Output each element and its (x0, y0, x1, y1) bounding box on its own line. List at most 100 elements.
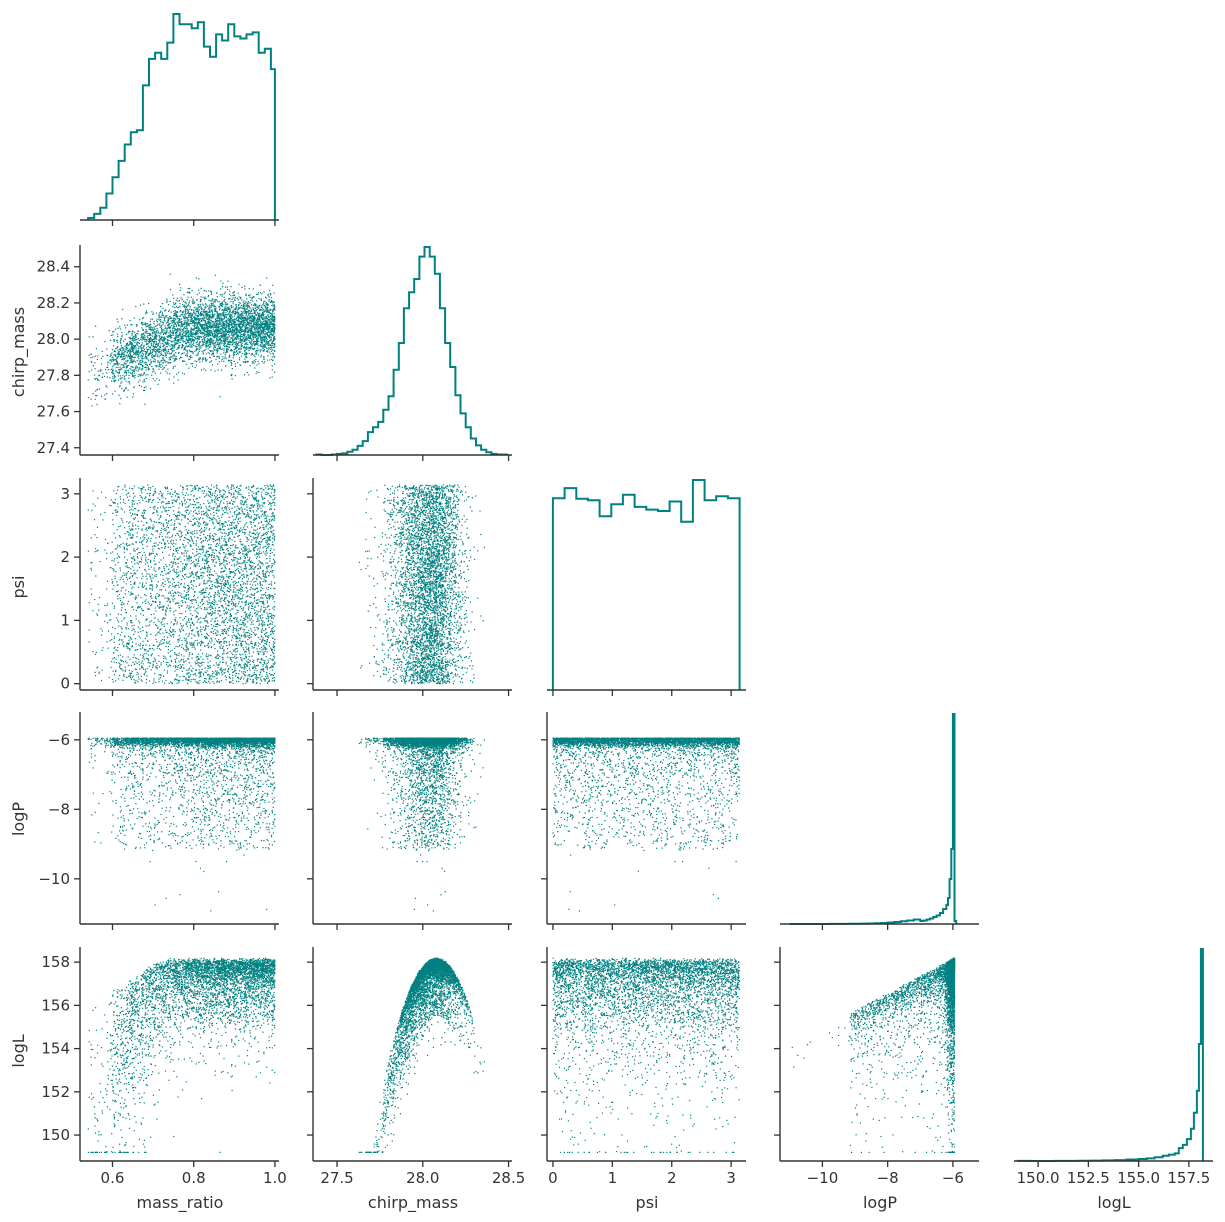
scatter-point (184, 312, 186, 314)
scatter-point (213, 304, 215, 306)
scatter-point (207, 344, 209, 346)
scatter-point (174, 360, 176, 362)
scatter-point (180, 325, 182, 327)
scatter-point (166, 332, 168, 334)
scatter-point (199, 341, 201, 343)
scatter-point (204, 338, 206, 340)
scatter-point (140, 351, 142, 353)
scatter-point (266, 307, 268, 309)
scatter-point (194, 318, 196, 320)
scatter-point (94, 671, 96, 673)
scatter-point (241, 328, 243, 330)
scatter-point (198, 359, 200, 361)
scatter-point (232, 292, 234, 294)
scatter-point (263, 356, 265, 358)
scatter-point (125, 346, 127, 349)
scatter-point (194, 306, 196, 309)
scatter-point (237, 353, 239, 355)
scatter-point (151, 345, 153, 347)
scatter-point (131, 373, 133, 375)
scatter-point (142, 337, 144, 339)
scatter-point (215, 342, 217, 344)
scatter-point (217, 349, 219, 351)
scatter-point (196, 361, 198, 363)
scatter-point (191, 319, 193, 321)
scatter-point (149, 364, 151, 366)
scatter-point (235, 348, 237, 350)
scatter-point (246, 328, 248, 330)
scatter-point (217, 544, 219, 546)
scatter-point (185, 324, 187, 326)
scatter-point (118, 379, 120, 381)
scatter-point (265, 545, 267, 547)
scatter-point (181, 325, 183, 327)
scatter-point (251, 353, 253, 355)
scatter-point (131, 360, 133, 362)
scatter-point (156, 320, 158, 322)
scatter-point (251, 313, 253, 315)
scatter-point (270, 320, 272, 322)
scatter-point (271, 614, 273, 616)
scatter-point (159, 603, 161, 606)
scatter-point (133, 375, 135, 377)
scatter-point (125, 380, 127, 382)
scatter-point (246, 326, 248, 328)
scatter-point (239, 329, 241, 331)
scatter-point (205, 348, 207, 350)
scatter-point (175, 337, 177, 339)
scatter-point (229, 318, 231, 321)
scatter-point (175, 310, 177, 313)
scatter-point (231, 320, 233, 322)
scatter-point (147, 345, 149, 347)
scatter-point (168, 349, 170, 351)
scatter-point (205, 353, 207, 355)
scatter-point (274, 327, 276, 329)
scatter-point (254, 312, 256, 314)
scatter-point (219, 396, 221, 398)
scatter-point (244, 350, 246, 352)
scatter-point (150, 340, 152, 342)
scatter-point (132, 360, 134, 362)
scatter-point (164, 320, 166, 322)
scatter-point (189, 339, 191, 341)
scatter-point (212, 343, 214, 345)
scatter-point (255, 314, 258, 316)
scatter-point (137, 333, 139, 335)
scatter-point (189, 292, 191, 294)
scatter-point (163, 336, 165, 338)
scatter-point (271, 319, 273, 321)
scatter-point (111, 352, 113, 354)
scatter-chirp_mass-vs-mass_ratio (87, 273, 276, 407)
scatter-point (147, 337, 149, 339)
scatter-point (244, 329, 246, 331)
scatter-point (203, 350, 205, 352)
scatter-point (205, 313, 208, 315)
scatter-point (231, 332, 233, 334)
scatter-point (118, 353, 120, 355)
scatter-point (179, 676, 181, 678)
scatter-point (132, 396, 134, 398)
scatter-point (155, 337, 157, 339)
scatter-point (118, 371, 121, 373)
scatter-point (128, 381, 130, 383)
scatter-point (233, 552, 235, 554)
scatter-point (126, 622, 128, 624)
scatter-point (231, 298, 233, 300)
scatter-point (228, 318, 230, 320)
scatter-point (260, 315, 262, 317)
scatter-point (165, 338, 167, 340)
scatter-point (170, 317, 172, 319)
scatter-point (255, 349, 257, 351)
scatter-point (272, 533, 274, 535)
scatter-point (229, 330, 232, 332)
scatter-point (206, 339, 208, 341)
scatter-point (182, 335, 184, 337)
scatter-point (225, 339, 227, 341)
scatter-point (239, 307, 241, 309)
scatter-point (224, 307, 226, 310)
scatter-point (258, 307, 260, 309)
scatter-point (134, 377, 136, 379)
scatter-point (175, 299, 177, 301)
scatter-point (196, 338, 198, 340)
scatter-point (208, 330, 211, 332)
